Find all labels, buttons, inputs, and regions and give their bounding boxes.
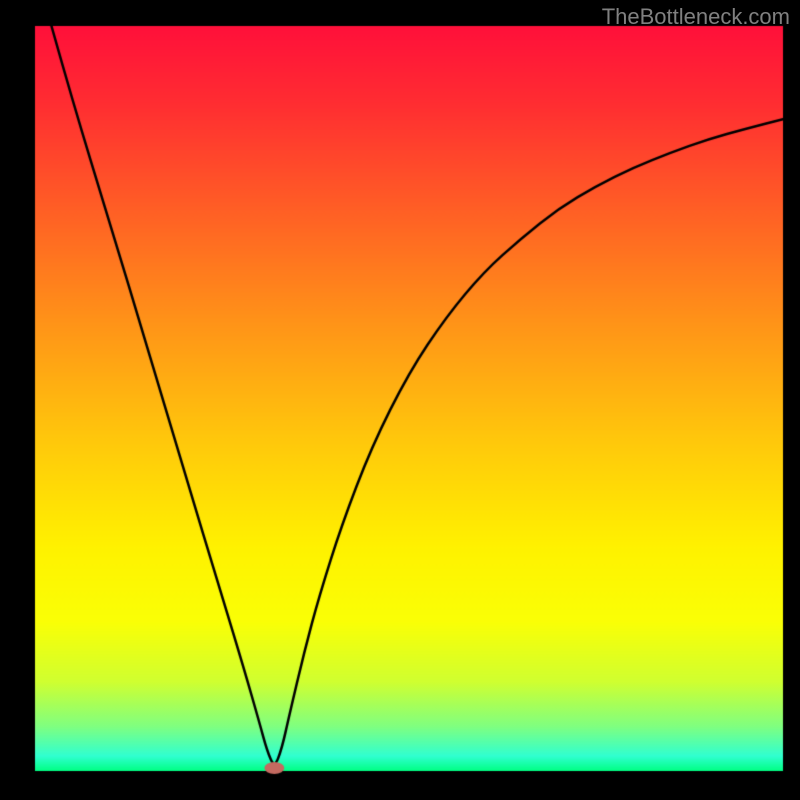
chart-container: TheBottleneck.com (0, 0, 800, 800)
bottleneck-chart-canvas (0, 0, 800, 800)
